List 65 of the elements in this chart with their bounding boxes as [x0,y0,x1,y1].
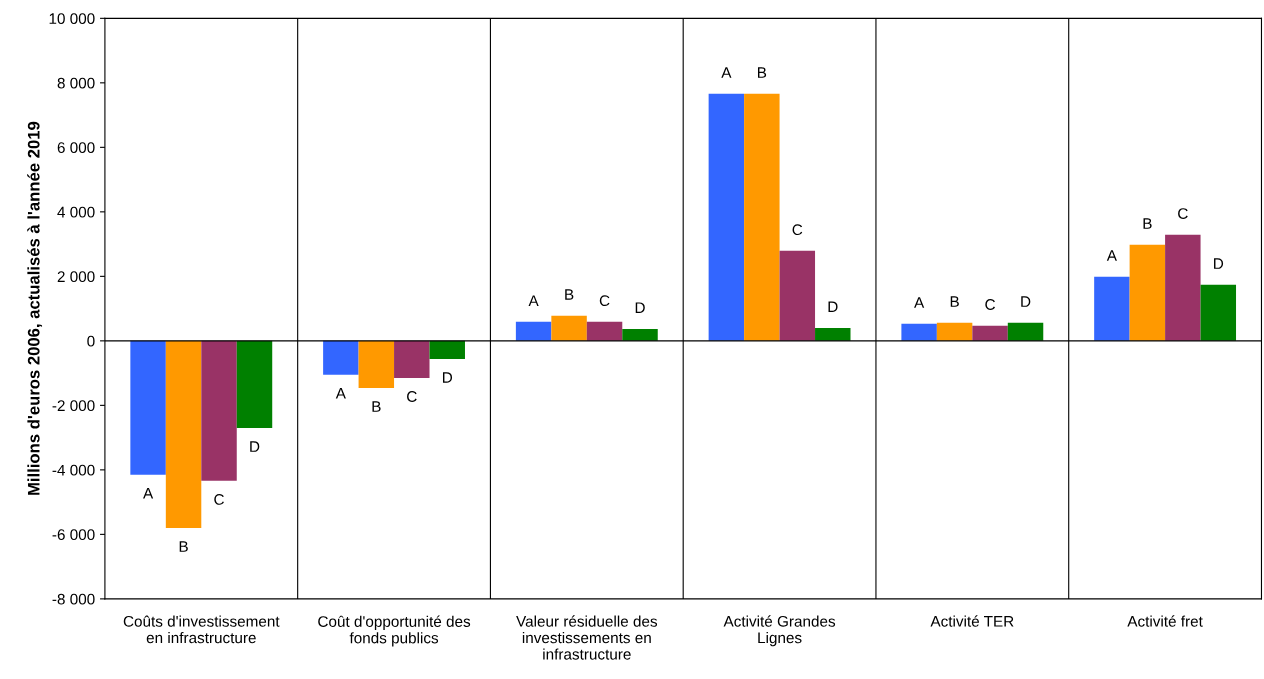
bar [323,340,359,375]
series-label: C [407,391,417,402]
text: D [828,301,838,313]
y-tick-label: 2 000 [57,271,95,283]
x-tick-label: Valeur résiduelle des investissements en infrastructure [516,615,658,660]
text: A [721,67,732,78]
bar [901,323,937,341]
bar [358,340,395,388]
bar [236,340,273,428]
bar [515,321,552,341]
bar [394,340,430,378]
y-tick-label: -6 000 [52,529,95,541]
bar [972,325,1008,341]
y-tick-label: 6 000 [57,142,95,154]
x-tick-label: Coût d'opportunité des fonds publics [318,615,471,647]
bar [130,340,166,475]
bar [1200,284,1237,341]
bar [1094,276,1130,341]
bar [815,327,851,341]
y-tick-label: 8 000 [57,77,95,89]
bar [779,250,816,341]
y-tick-label: -4 000 [52,464,95,476]
text: B [179,541,188,552]
bar [201,340,237,481]
x-tick-label: Activité fret [1127,615,1203,627]
bar [622,328,658,341]
y-tick-label: 10 000 [49,13,95,25]
bar [1129,244,1166,341]
text: C [599,295,610,307]
text: C [985,299,995,310]
text: D [442,372,453,383]
text: A [528,295,539,306]
text: A [335,388,346,399]
bar [744,93,780,341]
bar [586,321,623,341]
x-tick-label: Activité Grandes Lignes [723,615,836,647]
text: D [635,302,645,313]
series-label: D [250,441,260,452]
x-tick-label: Activité TER [930,615,1014,627]
text: B [950,296,959,307]
bar [936,322,973,341]
series-label: A [143,488,154,499]
text: A [1106,250,1117,261]
text: A [914,297,925,308]
y-tick-label: -8 000 [52,593,95,605]
y-tick-label: 0 [87,335,95,347]
x-tick-label: Coûts d'investissement en infrastructure [123,615,280,644]
text: D [1021,296,1031,307]
text: C [792,224,803,236]
bar [708,93,745,341]
y-tick-label: -2 000 [52,400,95,412]
text: B [565,289,574,300]
text: B [1143,218,1152,229]
y-axis-title: Millions d'euros 2006, actualisés à l'année 2019 [27,121,43,495]
bar [1165,234,1201,341]
text: D [1214,258,1224,269]
text: C [214,494,224,505]
bar [551,315,587,341]
series-label: B [372,401,381,412]
bar [165,340,202,528]
y-tick-label: 4 000 [57,206,95,218]
text: B [758,67,767,78]
bar [429,340,465,359]
text: C [1178,208,1188,219]
bar [1007,322,1044,341]
